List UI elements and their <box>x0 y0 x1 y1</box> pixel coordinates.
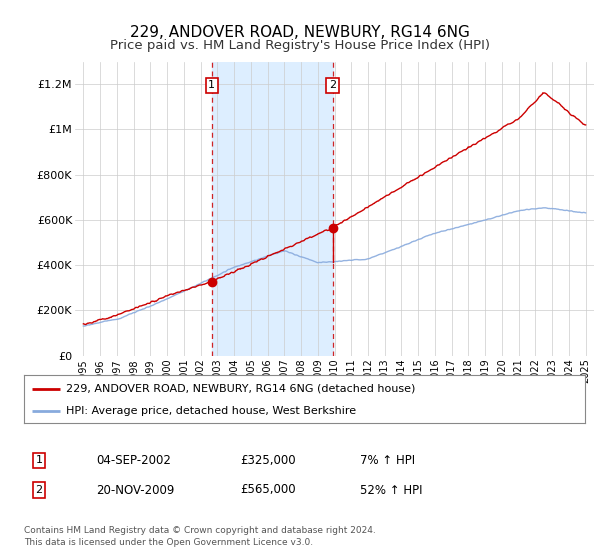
Text: 2: 2 <box>329 80 336 90</box>
Text: £325,000: £325,000 <box>240 454 296 467</box>
Text: 7% ↑ HPI: 7% ↑ HPI <box>360 454 415 467</box>
Text: 229, ANDOVER ROAD, NEWBURY, RG14 6NG (detached house): 229, ANDOVER ROAD, NEWBURY, RG14 6NG (de… <box>66 384 415 394</box>
Text: HPI: Average price, detached house, West Berkshire: HPI: Average price, detached house, West… <box>66 406 356 416</box>
Text: Price paid vs. HM Land Registry's House Price Index (HPI): Price paid vs. HM Land Registry's House … <box>110 39 490 53</box>
Text: 20-NOV-2009: 20-NOV-2009 <box>96 483 175 497</box>
Text: 1: 1 <box>208 80 215 90</box>
Bar <box>212 62 332 356</box>
Text: 52% ↑ HPI: 52% ↑ HPI <box>360 483 422 497</box>
Text: 229, ANDOVER ROAD, NEWBURY, RG14 6NG: 229, ANDOVER ROAD, NEWBURY, RG14 6NG <box>130 25 470 40</box>
Text: 2: 2 <box>35 485 43 495</box>
Text: £565,000: £565,000 <box>240 483 296 497</box>
Text: Contains HM Land Registry data © Crown copyright and database right 2024.
This d: Contains HM Land Registry data © Crown c… <box>24 526 376 547</box>
Text: 04-SEP-2002: 04-SEP-2002 <box>96 454 171 467</box>
Text: 1: 1 <box>35 455 43 465</box>
